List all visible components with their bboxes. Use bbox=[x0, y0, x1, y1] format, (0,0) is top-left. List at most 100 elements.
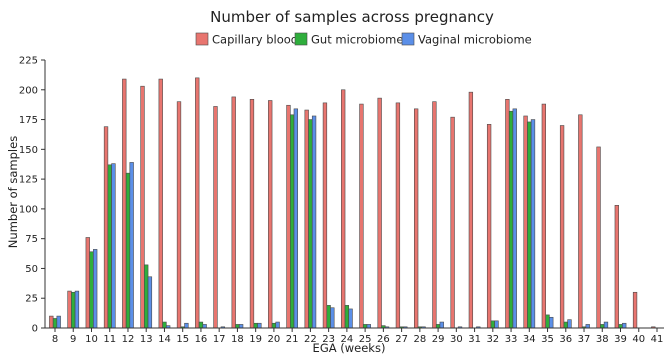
bar bbox=[311, 115, 317, 329]
bar bbox=[603, 321, 609, 329]
bar bbox=[71, 291, 76, 329]
bar bbox=[618, 324, 623, 329]
bar bbox=[268, 100, 273, 329]
bar bbox=[158, 78, 163, 329]
bar bbox=[67, 290, 72, 329]
bar bbox=[527, 121, 532, 329]
x-tick-label: 15 bbox=[176, 334, 189, 345]
x-tick-label: 39 bbox=[614, 334, 627, 345]
y-tick-label: 25 bbox=[25, 294, 38, 305]
axes-group: 0 25 50 75 100 125 150 175 200 225 8 9 10 11 12 13 14 15 1… bbox=[19, 56, 664, 345]
x-tick-label: 18 bbox=[231, 334, 244, 345]
legend-item: Gut microbiome bbox=[294, 33, 403, 47]
bar bbox=[596, 146, 601, 329]
bar bbox=[144, 264, 149, 329]
x-tick-label: 11 bbox=[103, 334, 116, 345]
bar bbox=[330, 307, 335, 329]
bar bbox=[366, 324, 371, 329]
y-tick-label: 0 bbox=[32, 324, 38, 335]
x-tick-label: 38 bbox=[596, 334, 609, 345]
bar bbox=[52, 318, 58, 329]
bar bbox=[563, 321, 568, 329]
bar bbox=[486, 124, 492, 329]
bar bbox=[567, 319, 572, 329]
bar bbox=[545, 314, 550, 329]
bars-group bbox=[49, 77, 656, 329]
bar bbox=[530, 119, 536, 329]
bar bbox=[541, 103, 547, 329]
bar bbox=[125, 172, 131, 329]
x-tick-label: 20 bbox=[268, 334, 281, 345]
bar bbox=[286, 104, 291, 329]
bar bbox=[93, 249, 98, 329]
bar bbox=[213, 106, 218, 329]
bar bbox=[231, 96, 236, 329]
series-capillary-blood bbox=[49, 77, 656, 329]
bar bbox=[111, 163, 116, 329]
bar bbox=[585, 324, 590, 329]
bar bbox=[450, 116, 455, 329]
bar bbox=[202, 324, 207, 329]
x-tick-label: 31 bbox=[468, 334, 481, 345]
bar bbox=[107, 164, 112, 329]
x-tick-label: 41 bbox=[651, 334, 664, 345]
bar bbox=[253, 322, 258, 329]
bar bbox=[395, 102, 401, 329]
bar bbox=[129, 162, 134, 329]
x-tick-label: 8 bbox=[52, 334, 58, 345]
legend-label: Capillary blood bbox=[212, 33, 298, 47]
x-tick-label: 12 bbox=[122, 334, 135, 345]
legend-item: Vaginal microbiome bbox=[401, 33, 532, 47]
bar bbox=[505, 99, 510, 329]
x-tick-label: 10 bbox=[85, 334, 98, 345]
bar bbox=[257, 322, 262, 329]
bar bbox=[435, 324, 441, 329]
y-tick-label: 225 bbox=[19, 56, 38, 67]
bar bbox=[523, 115, 528, 329]
x-tick-label: 16 bbox=[195, 334, 208, 345]
x-tick-label: 23 bbox=[322, 334, 335, 345]
bar bbox=[49, 315, 54, 329]
bar bbox=[85, 237, 90, 329]
x-tick-label: 36 bbox=[559, 334, 572, 345]
bar bbox=[559, 125, 565, 329]
y-tick-label: 175 bbox=[19, 115, 38, 126]
x-tick-label: 13 bbox=[140, 334, 153, 345]
bar bbox=[468, 91, 474, 329]
bar bbox=[195, 77, 200, 329]
bar bbox=[490, 320, 495, 329]
x-tick-label: 25 bbox=[359, 334, 372, 345]
bar bbox=[413, 108, 419, 329]
bar bbox=[304, 109, 309, 329]
x-tick-label: 32 bbox=[486, 334, 499, 345]
bar bbox=[439, 321, 444, 329]
y-tick-label: 200 bbox=[19, 85, 38, 96]
bar bbox=[235, 324, 240, 329]
bar bbox=[348, 308, 353, 329]
bar bbox=[89, 251, 94, 329]
bar bbox=[622, 322, 627, 329]
legend-label: Gut microbiome bbox=[311, 33, 403, 47]
bar bbox=[326, 305, 331, 329]
bar bbox=[614, 205, 619, 329]
y-tick-label: 50 bbox=[25, 264, 38, 275]
series-gut-microbiome bbox=[52, 110, 623, 329]
bar bbox=[308, 119, 313, 329]
x-tick-label: 37 bbox=[578, 334, 591, 345]
x-tick-label: 27 bbox=[395, 334, 408, 345]
bar bbox=[103, 126, 109, 329]
bar bbox=[632, 291, 638, 329]
x-tick-label: 19 bbox=[249, 334, 262, 345]
bar bbox=[512, 108, 517, 329]
bar bbox=[56, 315, 61, 329]
bar bbox=[432, 101, 437, 329]
legend-swatch bbox=[195, 32, 209, 46]
bar bbox=[341, 89, 346, 329]
legend: Capillary blood Gut microbiome Vaginal mic… bbox=[195, 32, 532, 47]
x-tick-label: 22 bbox=[304, 334, 317, 345]
x-tick-label: 29 bbox=[432, 334, 445, 345]
x-tick-label: 35 bbox=[541, 334, 554, 345]
bar bbox=[578, 114, 583, 329]
bar bbox=[238, 324, 244, 329]
